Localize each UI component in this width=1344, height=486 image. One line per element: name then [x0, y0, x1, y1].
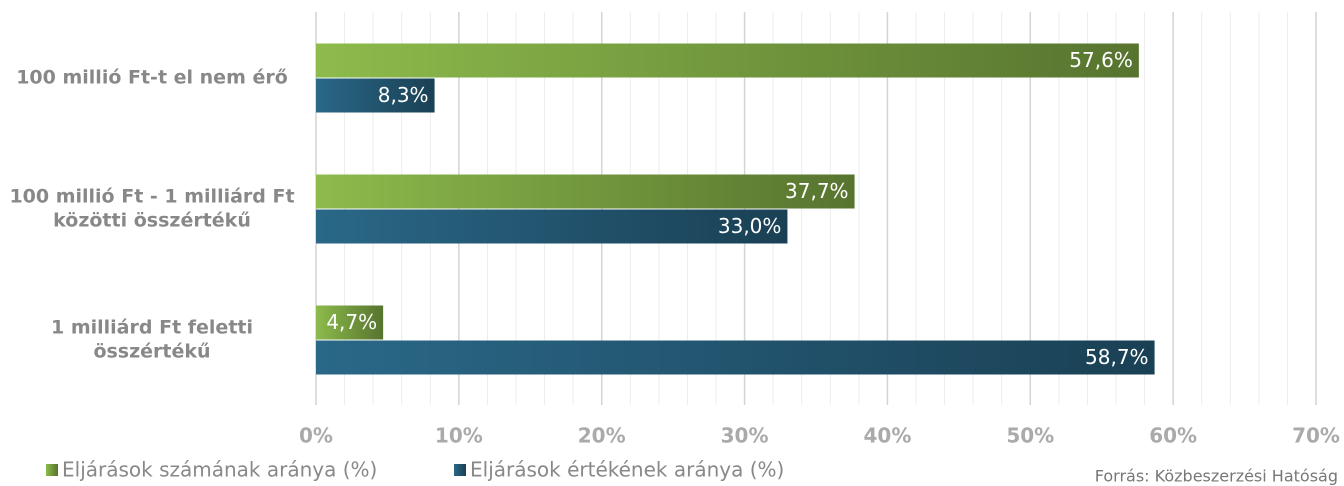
bar: [316, 305, 384, 340]
legend-label: Eljárások számának aránya (%): [62, 458, 377, 482]
bar: [316, 43, 1139, 78]
bar: [316, 174, 855, 209]
data-label: 33,0%: [718, 214, 782, 238]
bar: [316, 78, 435, 113]
bar: [316, 340, 1155, 375]
bar: [316, 209, 788, 244]
y-tick-label: 1 milliárd Ft feletti összértékű: [51, 316, 253, 362]
x-tick-label: 10%: [435, 424, 483, 448]
data-label: 8,3%: [378, 83, 429, 107]
x-tick-label: 50%: [1006, 424, 1054, 448]
legend-swatch: [46, 464, 58, 476]
x-tick-label: 0%: [299, 424, 333, 448]
data-label: 37,7%: [785, 179, 849, 203]
data-label: 57,6%: [1069, 48, 1133, 72]
x-tick-label: 60%: [1149, 424, 1197, 448]
y-tick-label: 100 millió Ft - 1 milliárd Ft közötti öss…: [9, 185, 294, 231]
data-label: 4,7%: [326, 310, 377, 334]
legend-label: Eljárások értékének aránya (%): [470, 458, 784, 482]
source-note: Forrás: Közbeszerzési Hatóság: [1095, 467, 1338, 486]
legend-swatch: [454, 464, 466, 476]
x-tick-label: 70%: [1292, 424, 1340, 448]
x-tick-label: 40%: [863, 424, 911, 448]
x-tick-label: 30%: [721, 424, 769, 448]
x-tick-label: 20%: [578, 424, 626, 448]
y-tick-label: 100 millió Ft-t el nem érő: [16, 66, 288, 88]
data-label: 58,7%: [1085, 345, 1149, 369]
